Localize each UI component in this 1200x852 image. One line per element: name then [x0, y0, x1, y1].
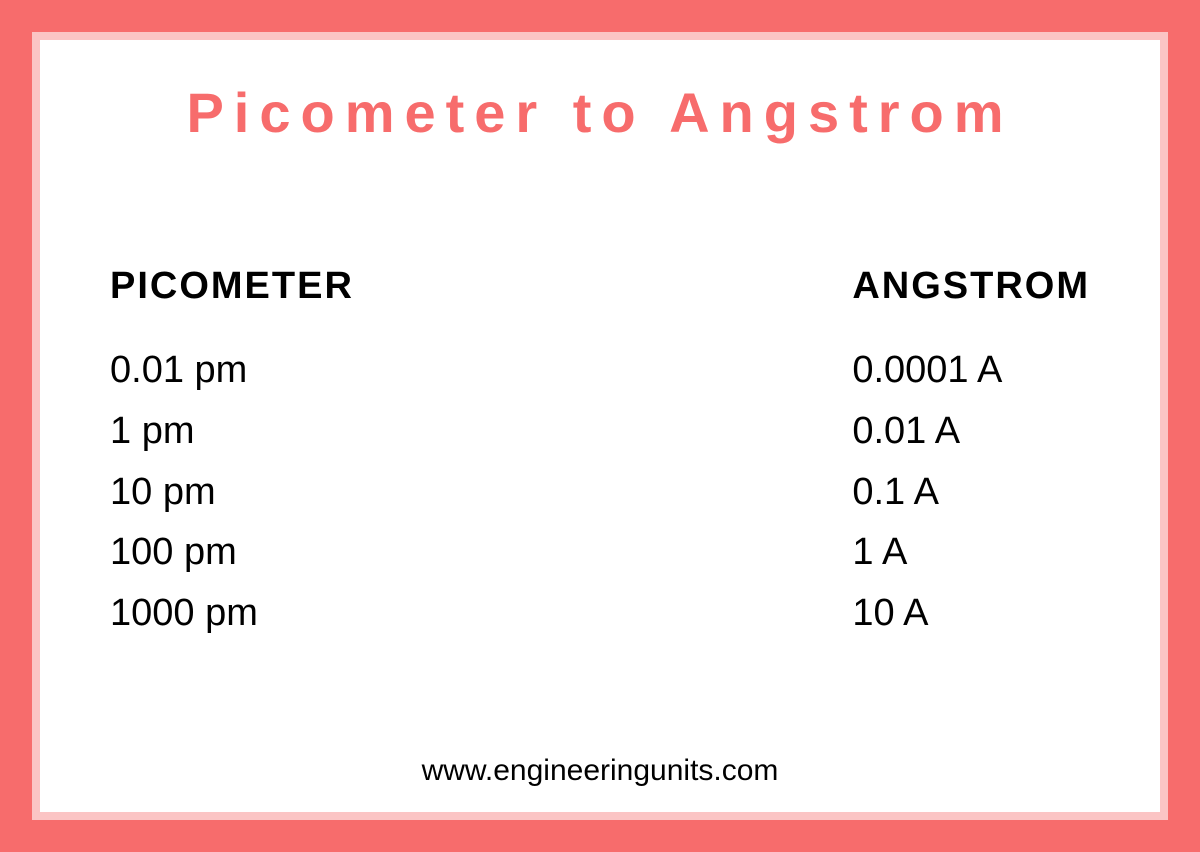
picometer-value: 10 pm	[110, 462, 354, 523]
picometer-header: PICOMETER	[110, 265, 354, 308]
picometer-value: 1 pm	[110, 401, 354, 462]
angstrom-value: 10 A	[852, 583, 1090, 644]
conversion-table: PICOMETER 0.01 pm 1 pm 10 pm 100 pm 1000…	[100, 265, 1100, 644]
angstrom-value: 0.01 A	[852, 401, 1090, 462]
content-area: Picometer to Angstrom PICOMETER 0.01 pm …	[40, 40, 1160, 812]
angstrom-value: 1 A	[852, 522, 1090, 583]
page-title: Picometer to Angstrom	[100, 80, 1100, 145]
angstrom-value: 0.0001 A	[852, 340, 1090, 401]
angstrom-value: 0.1 A	[852, 462, 1090, 523]
inner-border: Picometer to Angstrom PICOMETER 0.01 pm …	[32, 32, 1168, 820]
picometer-value: 1000 pm	[110, 583, 354, 644]
outer-border: Picometer to Angstrom PICOMETER 0.01 pm …	[0, 0, 1200, 852]
picometer-column: PICOMETER 0.01 pm 1 pm 10 pm 100 pm 1000…	[110, 265, 354, 644]
picometer-value: 0.01 pm	[110, 340, 354, 401]
angstrom-header: ANGSTROM	[852, 265, 1090, 308]
footer-url: www.engineeringunits.com	[40, 754, 1160, 788]
picometer-value: 100 pm	[110, 522, 354, 583]
angstrom-column: ANGSTROM 0.0001 A 0.01 A 0.1 A 1 A 10 A	[852, 265, 1090, 644]
